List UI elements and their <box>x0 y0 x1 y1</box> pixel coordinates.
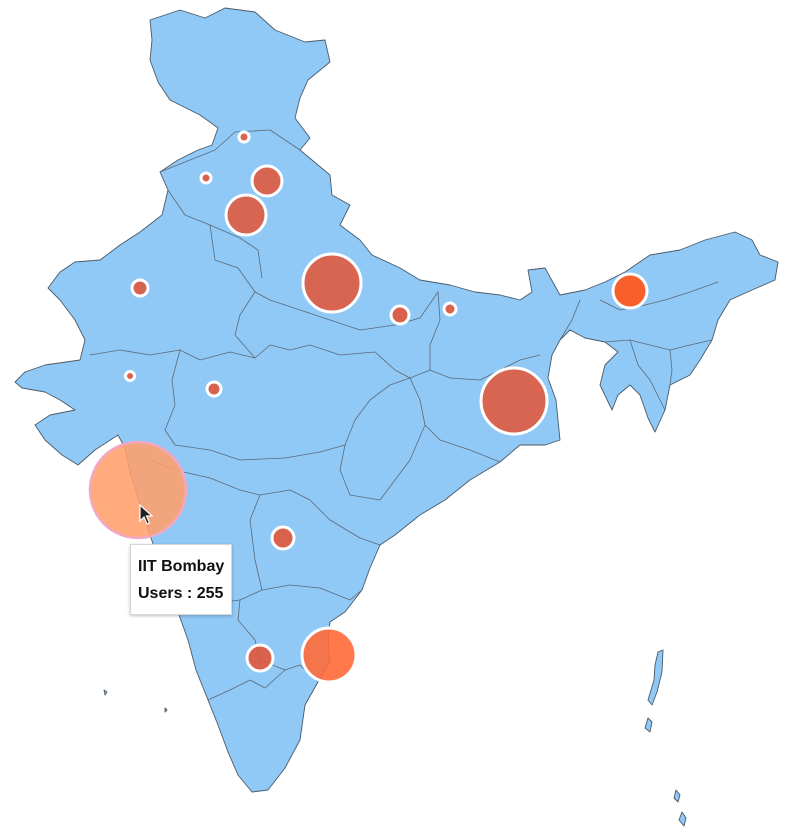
bubble-kolkata[interactable] <box>479 366 549 436</box>
bubble-layer <box>88 130 649 684</box>
bubble-bangalore[interactable] <box>245 643 275 673</box>
tooltip-location-name: IIT Bombay <box>138 558 225 575</box>
bubble-haryana-delhi[interactable] <box>224 193 268 237</box>
bubble-lucknow-east[interactable] <box>389 304 411 326</box>
bubble-madhya-pradesh[interactable] <box>205 380 223 398</box>
map-tooltip: IIT Bombay Users : 255 <box>130 544 233 615</box>
mouse-cursor-icon <box>139 504 154 525</box>
bubble-guwahati[interactable] <box>611 272 649 310</box>
bubble-jammu[interactable] <box>237 130 251 144</box>
bubble-punjab-himachal[interactable] <box>250 164 284 198</box>
andaman-islands <box>647 649 664 706</box>
bubble-iit-bombay[interactable] <box>88 440 188 540</box>
bubble-chennai[interactable] <box>300 626 358 684</box>
tooltip-users-value: Users : 255 <box>138 585 224 602</box>
bubble-delhi-up[interactable] <box>301 252 363 314</box>
bubble-gujarat[interactable] <box>124 370 136 382</box>
andaman-islands-south <box>644 717 653 733</box>
bubble-hyderabad[interactable] <box>270 525 296 551</box>
bubble-bihar[interactable] <box>442 301 458 317</box>
lakshadweep <box>103 689 168 713</box>
india-mainland <box>14 7 779 793</box>
bubble-punjab[interactable] <box>199 171 213 185</box>
bubble-rajasthan[interactable] <box>130 278 150 298</box>
nicobar-islands <box>673 789 687 827</box>
